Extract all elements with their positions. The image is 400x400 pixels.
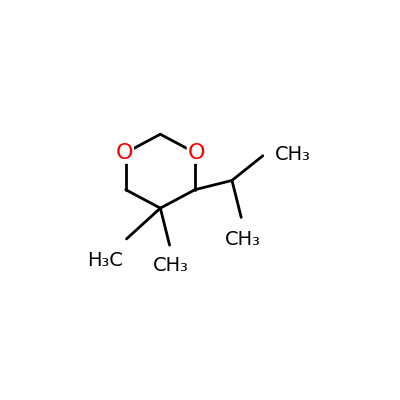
Text: CH₃: CH₃ (275, 145, 311, 164)
Text: O: O (188, 143, 205, 163)
Text: H₃C: H₃C (88, 251, 123, 270)
Text: O: O (115, 143, 133, 163)
Text: CH₃: CH₃ (153, 256, 189, 275)
Text: CH₃: CH₃ (225, 230, 261, 249)
